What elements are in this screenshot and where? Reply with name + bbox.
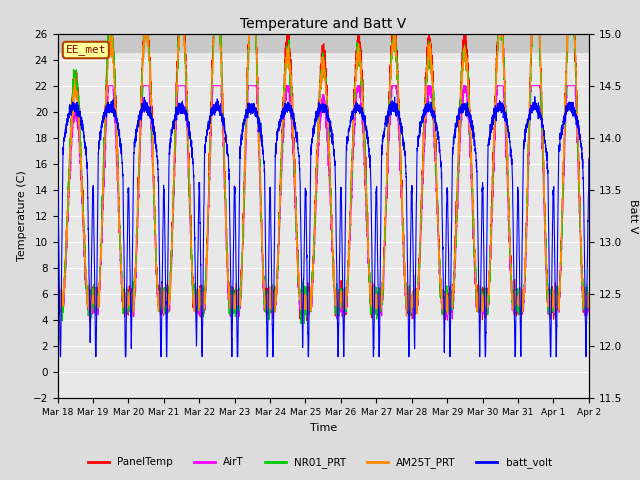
Text: EE_met: EE_met <box>65 45 106 56</box>
Y-axis label: Batt V: Batt V <box>628 199 639 233</box>
Bar <box>58 34 589 53</box>
Y-axis label: Temperature (C): Temperature (C) <box>17 170 27 262</box>
X-axis label: Time: Time <box>310 423 337 432</box>
Legend: PanelTemp, AirT, NR01_PRT, AM25T_PRT, batt_volt: PanelTemp, AirT, NR01_PRT, AM25T_PRT, ba… <box>84 453 556 472</box>
Title: Temperature and Batt V: Temperature and Batt V <box>240 17 406 31</box>
